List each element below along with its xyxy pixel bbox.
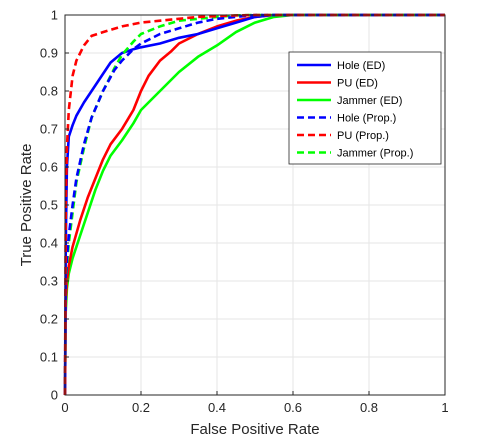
series-line-pu-ed — [63, 13, 445, 396]
x-tick-label: 0 — [61, 400, 68, 415]
y-tick-label: 0.6 — [40, 160, 58, 175]
y-tick-label: 0.7 — [40, 122, 58, 137]
series-lines — [63, 13, 445, 396]
x-tick-label: 0.2 — [132, 400, 150, 415]
y-tick-label: 0.3 — [40, 274, 58, 289]
legend-label: Jammer (Prop.) — [337, 148, 413, 160]
y-tick-label: 0.1 — [40, 350, 58, 365]
legend-box — [288, 51, 442, 165]
y-tick-label: 0.5 — [40, 198, 58, 213]
x-tick-label: 0.6 — [284, 400, 302, 415]
x-tick-label: 0.8 — [360, 400, 378, 415]
y-tick-label: 1 — [51, 8, 58, 23]
legend-label: PU (ED) — [337, 78, 378, 90]
x-tick-label: 0.4 — [208, 400, 226, 415]
legend-label: PU (Prop.) — [337, 130, 389, 142]
x-tick-label: 1 — [441, 400, 448, 415]
tick-labels: 0 0.2 0.4 0.6 0.8 1 0 0.1 0.2 0.3 0.4 0.5 0.6 0.7 0.8 0… — [40, 8, 449, 416]
y-tick-label: 0.4 — [40, 236, 58, 251]
series-line-jammer-ed — [63, 13, 445, 396]
y-axis-label: True Positive Rate — [18, 144, 35, 267]
y-tick-label: 0.9 — [40, 46, 58, 61]
legend-label: Jammer (ED) — [337, 95, 402, 107]
y-tick-label: 0.2 — [40, 312, 58, 327]
y-tick-label: 0 — [51, 388, 58, 403]
x-axis-label: False Positive Rate — [190, 421, 319, 438]
series-line-pu-prop — [63, 13, 445, 396]
y-tick-label: 0.8 — [40, 84, 58, 99]
series-line-hole-ed — [63, 13, 445, 396]
legend: Hole (ED) PU (ED) Jammer (ED) Hole (Prop.) P… — [288, 51, 442, 165]
legend-label: Hole (ED) — [337, 60, 385, 72]
legend-label: Hole (Prop.) — [337, 113, 396, 125]
